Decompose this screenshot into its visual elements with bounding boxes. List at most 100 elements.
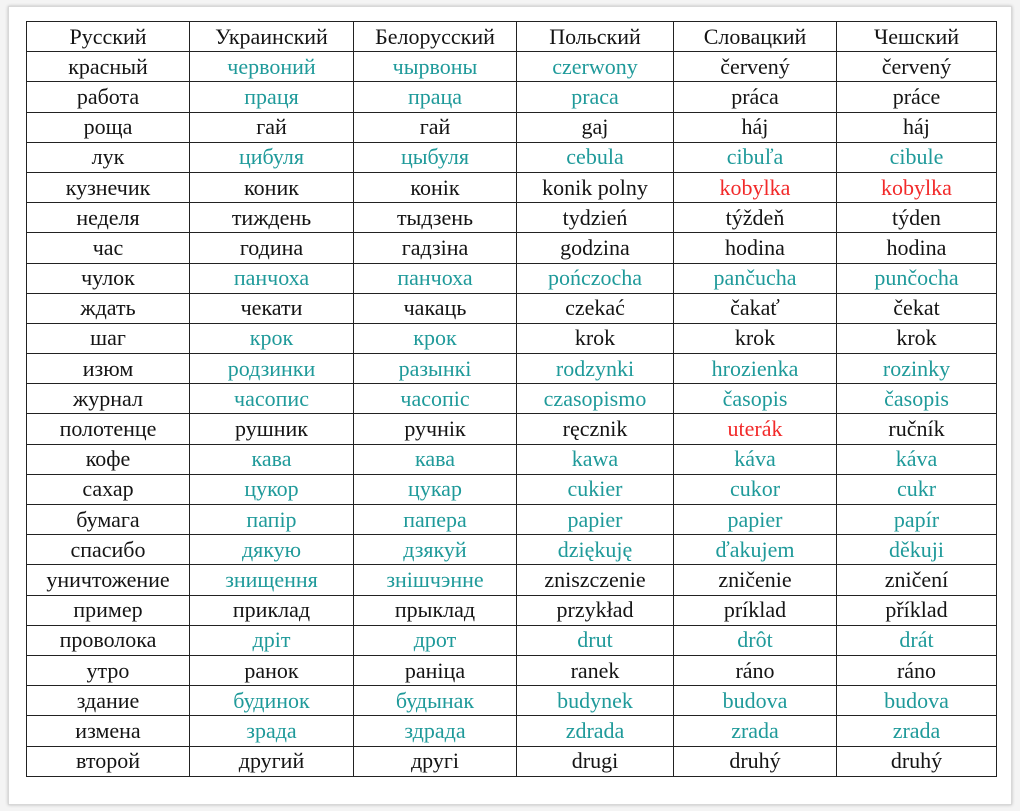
translation: раніца (353, 654, 517, 687)
translation: цукар (353, 473, 517, 506)
translation: cebula (516, 141, 674, 173)
translation: часопис (189, 383, 354, 415)
translation: háj (673, 111, 837, 143)
translation: cibule (836, 141, 997, 173)
translation: кава (189, 443, 354, 475)
russian-word: уничтожение (26, 564, 190, 596)
row: изюм родзинки разынкі rodzynki hrozienka rozi… (26, 353, 997, 385)
translation: kobylka (836, 171, 997, 204)
russian-word: бумага (26, 503, 190, 536)
translation: знішчэнне (353, 564, 517, 596)
translation: часопіс (353, 383, 517, 415)
translation: papier (673, 503, 837, 536)
row: измена зрада здрада zdrada zrada zrada (26, 715, 997, 747)
translation: papír (836, 503, 997, 536)
translation: чекати (189, 292, 354, 324)
translation: hrozienka (673, 353, 837, 385)
translation: cukier (516, 473, 674, 506)
row: спасибо дякую дзякуй dziękuję ďakujem děkuji (26, 534, 997, 566)
translation: чакаць (353, 292, 517, 324)
russian-word: шаг (26, 322, 190, 355)
translation: ручнік (353, 413, 517, 445)
russian-word: красный (26, 51, 190, 83)
translation: прыклад (353, 594, 517, 626)
translation: konik polny (516, 171, 674, 204)
translation: háj (836, 111, 997, 143)
translation: czekać (516, 292, 674, 324)
translation: гай (353, 111, 517, 143)
translation: drôt (673, 624, 837, 656)
russian-word: чулок (26, 262, 190, 294)
header-row: Русский Украинский Белорусский Польский Слов… (26, 20, 997, 53)
translation: знищення (189, 564, 354, 596)
row: журнал часопис часопіс czasopismo časopis čas… (26, 383, 997, 415)
translation: дякую (189, 534, 354, 566)
row: уничтожение знищення знішчэнне zniszczenie z… (26, 564, 997, 596)
translation: ranek (516, 654, 674, 687)
translation: kawa (516, 443, 674, 475)
translation: крок (353, 322, 517, 355)
translation: hodina (673, 232, 837, 264)
header-cell: Белорусский (353, 20, 517, 53)
translation: конік (353, 171, 517, 204)
row: ждать чекати чакаць czekać čakať čekat (26, 292, 997, 324)
row: утро ранок раніца ranek ráno ráno (26, 654, 997, 687)
translation: будинок (189, 685, 354, 717)
translation: дзякуй (353, 534, 517, 566)
translation: дрот (353, 624, 517, 656)
translation: ręcznik (516, 413, 674, 445)
translation: ďakujem (673, 534, 837, 566)
header-cell: Русский (26, 20, 190, 53)
translation: коник (189, 171, 354, 204)
translation: чырвоны (353, 51, 517, 83)
translation: cukr (836, 473, 997, 506)
translation: крок (189, 322, 354, 355)
translation: панчоха (353, 262, 517, 294)
translation: тиждень (189, 202, 354, 234)
translation: drát (836, 624, 997, 656)
translation: príklad (673, 594, 837, 626)
translation: druhý (673, 745, 837, 777)
russian-word: второй (26, 745, 190, 777)
russian-word: утро (26, 654, 190, 687)
translation: červený (836, 51, 997, 83)
translation: pończocha (516, 262, 674, 294)
translation: праца (353, 81, 517, 113)
translation: приклад (189, 594, 354, 626)
translation: zrada (836, 715, 997, 747)
russian-word: пример (26, 594, 190, 626)
translation: ručník (836, 413, 997, 445)
row: шаг крок крок krok krok krok (26, 322, 997, 355)
russian-word: ждать (26, 292, 190, 324)
translation: тыдзень (353, 202, 517, 234)
translation: другі (353, 745, 517, 777)
translation: цукор (189, 473, 354, 506)
translation: родзинки (189, 353, 354, 385)
translation: панчоха (189, 262, 354, 294)
translation: budova (836, 685, 997, 717)
header-cell: Чешский (836, 20, 997, 53)
translation: rodzynki (516, 353, 674, 385)
translation: przykład (516, 594, 674, 626)
translation: drut (516, 624, 674, 656)
translation: ráno (673, 654, 837, 687)
translation: будынак (353, 685, 517, 717)
translation: kobylka (673, 171, 837, 204)
translation: разынкі (353, 353, 517, 385)
translation: ранок (189, 654, 354, 687)
translation: здрада (353, 715, 517, 747)
row: сахар цукор цукар cukier cukor cukr (26, 473, 997, 506)
translation: папера (353, 503, 517, 536)
translation: tydzień (516, 202, 674, 234)
translation: pančucha (673, 262, 837, 294)
russian-word: неделя (26, 202, 190, 234)
translation: práca (673, 81, 837, 113)
translation: zniszczenie (516, 564, 674, 596)
translation: cibuľa (673, 141, 837, 173)
russian-word: роща (26, 111, 190, 143)
translation: gaj (516, 111, 674, 143)
header-cell: Польский (516, 20, 674, 53)
translation: godzina (516, 232, 674, 264)
translation: čekat (836, 292, 997, 324)
